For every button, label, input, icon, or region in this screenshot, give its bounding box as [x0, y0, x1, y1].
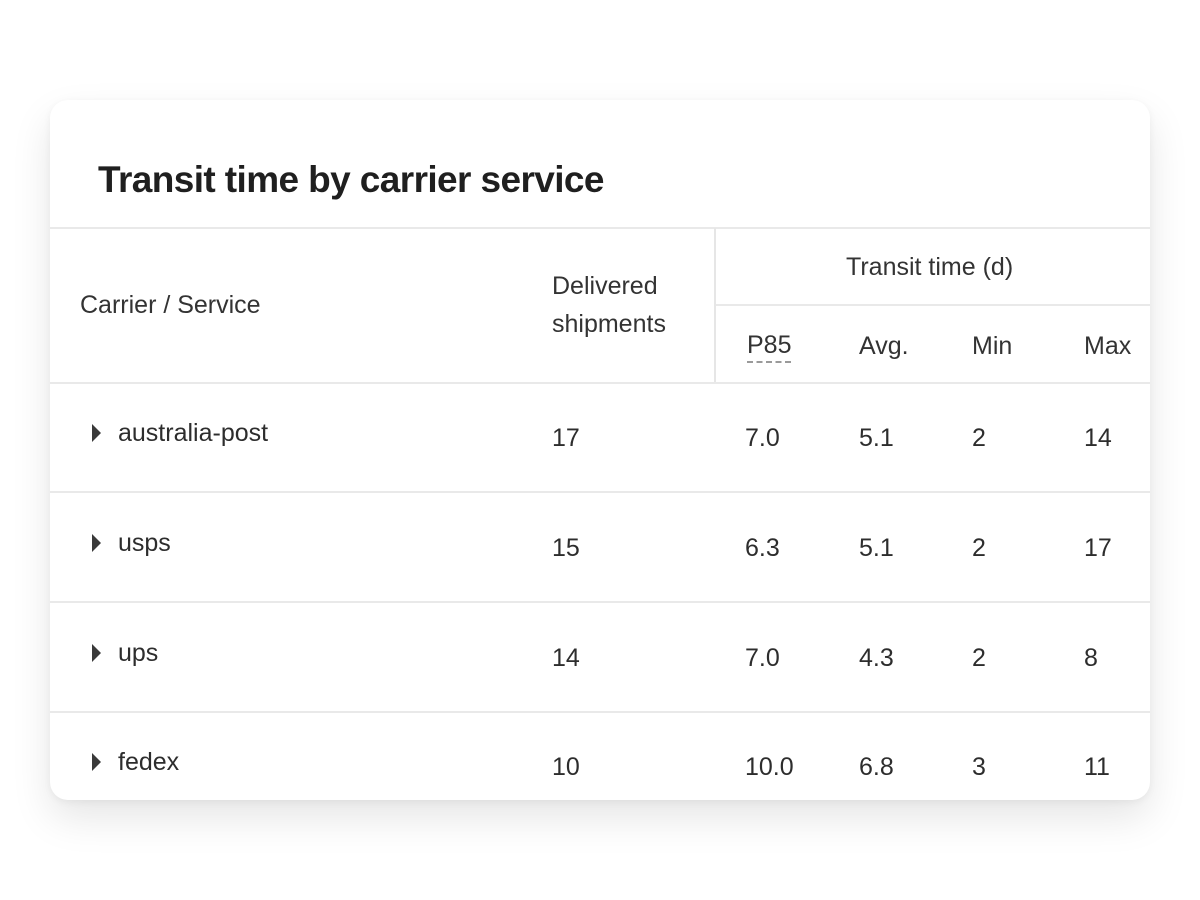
row-carrier-name[interactable]: ups — [118, 639, 159, 667]
transit-time-card: Transit time by carrier service Carrier … — [50, 100, 1150, 800]
group-header-divider — [716, 304, 1150, 306]
card-title: Transit time by carrier service — [98, 159, 604, 200]
row-p85: 7.0 — [745, 644, 780, 672]
row-divider — [50, 491, 1150, 493]
row-delivered: 15 — [552, 534, 580, 562]
group-header-vdivider — [714, 228, 716, 382]
row-carrier-name[interactable]: usps — [118, 529, 171, 557]
row-delivered: 17 — [552, 424, 580, 452]
header-transit-time-group: Transit time (d) — [846, 253, 1014, 281]
header-p85-label[interactable]: P85 — [747, 331, 792, 363]
row-carrier-name[interactable]: australia-post — [118, 419, 269, 447]
header-carrier-service[interactable]: Carrier / Service — [80, 291, 261, 319]
row-min: 3 — [972, 753, 986, 781]
row-max: 11 — [1084, 753, 1110, 781]
row-avg: 4.3 — [859, 644, 894, 672]
row-delivered: 10 — [552, 753, 580, 781]
row-avg: 6.8 — [859, 753, 894, 781]
caret-right-icon[interactable] — [92, 644, 101, 662]
header-delivered-line2[interactable]: shipments — [552, 310, 666, 338]
row-carrier-name[interactable]: fedex — [118, 748, 180, 776]
header-bottom-divider — [50, 382, 1150, 384]
row-avg: 5.1 — [859, 534, 894, 562]
row-delivered: 14 — [552, 644, 580, 672]
row-p85: 6.3 — [745, 534, 780, 562]
row-max: 8 — [1084, 644, 1098, 672]
row-min: 2 — [972, 644, 986, 672]
row-p85: 10.0 — [745, 753, 794, 781]
row-max: 14 — [1084, 424, 1112, 452]
caret-right-icon[interactable] — [92, 424, 101, 442]
row-max: 17 — [1084, 534, 1112, 562]
row-divider — [50, 601, 1150, 603]
header-delivered-line1[interactable]: Delivered — [552, 272, 658, 300]
table-top-divider — [50, 227, 1150, 229]
row-min: 2 — [972, 424, 986, 452]
row-p85: 7.0 — [745, 424, 780, 452]
header-min[interactable]: Min — [972, 332, 1013, 360]
caret-right-icon[interactable] — [92, 753, 101, 771]
row-min: 2 — [972, 534, 986, 562]
row-avg: 5.1 — [859, 424, 894, 452]
header-max[interactable]: Max — [1084, 332, 1132, 360]
row-divider — [50, 711, 1150, 713]
caret-right-icon[interactable] — [92, 534, 101, 552]
header-avg[interactable]: Avg. — [859, 332, 909, 360]
header-p85[interactable]: P85 — [747, 330, 792, 363]
